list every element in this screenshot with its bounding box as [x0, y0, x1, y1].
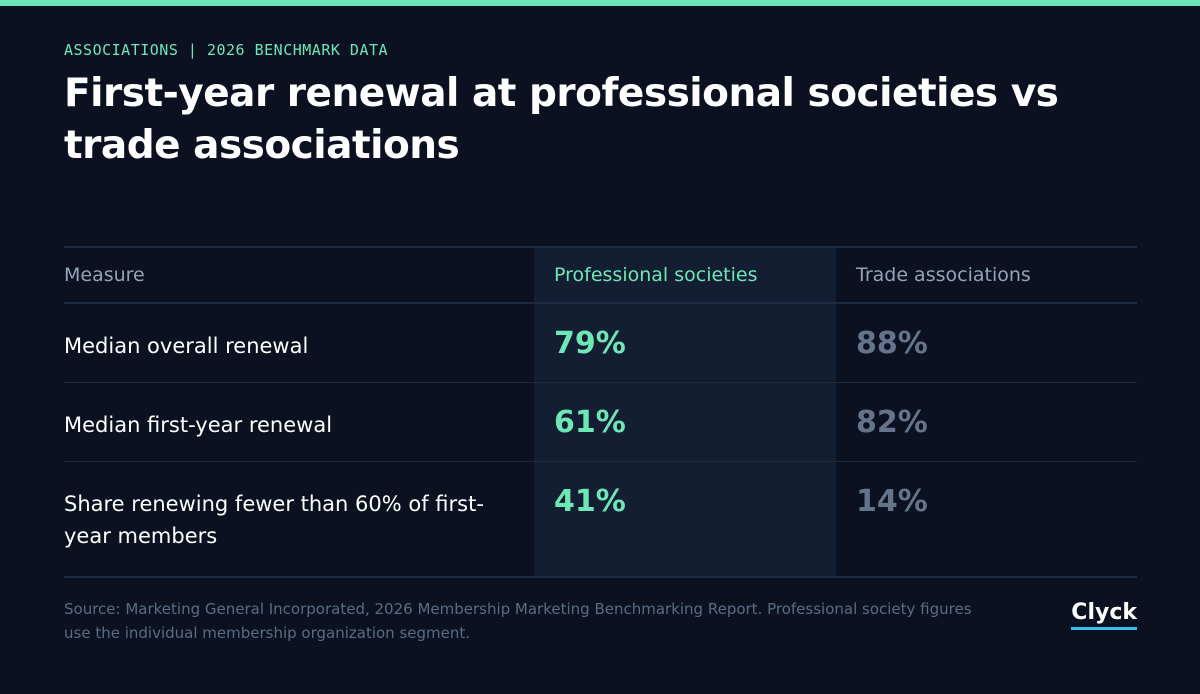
value-cell: 41% — [534, 461, 836, 577]
column-header: Professional societies — [534, 247, 836, 304]
column-header: Measure — [64, 247, 534, 304]
measure-cell: Share renewing fewer than 60% of first-y… — [64, 491, 484, 548]
value-cell: 88% — [836, 303, 1137, 383]
measure-cell: Median overall renewal — [64, 303, 534, 383]
top-bar — [0, 0, 1200, 6]
value-cell: 14% — [856, 483, 928, 519]
measure-cell: Median first-year renewal — [64, 382, 534, 462]
table-row: Share renewing fewer than 60% of first-y… — [64, 461, 1137, 577]
eyebrow: ASSOCIATIONS | 2026 BENCHMARK DATA — [64, 41, 389, 59]
header-row: Measure Professional societies Trade ass… — [64, 247, 1137, 304]
table-row: Median overall renewal 79% 88% — [64, 303, 1137, 383]
value-cell: 79% — [534, 303, 836, 383]
value-cell: 82% — [836, 382, 1137, 462]
column-header: Trade associations — [836, 247, 1137, 304]
value-cell: 61% — [534, 382, 836, 462]
title: First-year renewal at professional socie… — [64, 71, 1059, 168]
brand-logo: Clyck — [1071, 600, 1137, 630]
comparison-table: Measure Professional societies Trade ass… — [64, 246, 1137, 578]
table-row: Median first-year renewal 61% 82% — [64, 382, 1137, 462]
source-note: Source: Marketing General Incorporated, … — [64, 600, 972, 642]
